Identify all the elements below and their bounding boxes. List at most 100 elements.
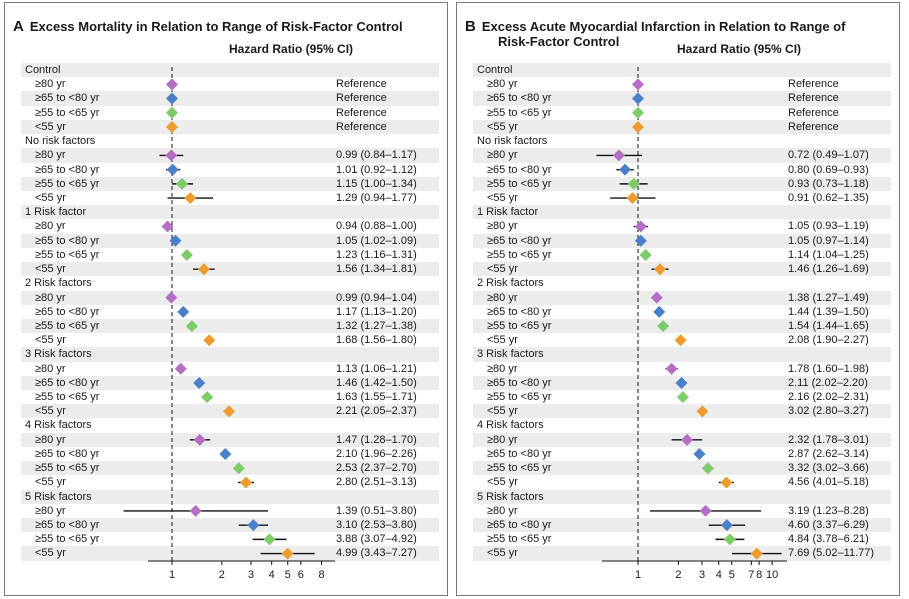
age-group-label: ≥80 yr	[35, 220, 66, 233]
hazard-ratio-point	[676, 391, 689, 404]
age-group-label: ≥65 to <80 yr	[35, 92, 100, 105]
age-group-label: ≥80 yr	[487, 291, 518, 304]
hazard-ratio-point	[263, 533, 276, 546]
panel-b: B Excess Acute Myocardial Infarction in R…	[456, 2, 900, 596]
table-row: ≥80 yr 0.99 (0.84–1.17)	[21, 148, 439, 163]
table-row: ≥65 to <80 yr 1.17 (1.13–1.20)	[21, 305, 439, 319]
hazard-ratio-point	[720, 476, 733, 489]
hazard-ratio-value: 4.56 (4.01–5.18)	[788, 476, 869, 489]
hazard-ratio-value: 0.80 (0.69–0.93)	[788, 163, 869, 176]
age-group-label: ≥80 yr	[487, 220, 518, 233]
hazard-ratio-value: 1.29 (0.94–1.77)	[336, 191, 417, 204]
group-header-label: 3 Risk factors	[25, 348, 92, 361]
hazard-ratio-value: 1.78 (1.60–1.98)	[788, 362, 869, 375]
hazard-ratio-point	[632, 78, 644, 91]
x-tick-label: 3	[699, 569, 705, 581]
table-row: ≥80 yr 1.39 (0.51–3.80)	[21, 504, 439, 518]
hazard-ratio-point	[612, 149, 625, 162]
age-group-label: <55 yr	[487, 334, 518, 347]
hazard-ratio-value: 3.88 (3.07–4.92)	[336, 533, 417, 546]
age-group-label: <55 yr	[35, 334, 66, 347]
age-group-label: ≥55 to <65 yr	[487, 391, 552, 404]
hazard-ratio-point	[184, 192, 197, 205]
group-header-label: 1 Risk factor	[25, 206, 87, 219]
hazard-ratio-point	[650, 291, 663, 304]
hazard-ratio-point	[681, 433, 694, 446]
hazard-ratio-value: 1.05 (1.02–1.09)	[336, 234, 417, 247]
hazard-ratio-point	[185, 320, 198, 333]
hazard-ratio-value: 2.53 (2.37–2.70)	[336, 462, 417, 475]
age-group-label: ≥55 to <65 yr	[487, 248, 552, 261]
hazard-ratio-point	[193, 433, 206, 446]
group-header: 1 Risk factor	[473, 205, 891, 220]
hazard-ratio-point	[166, 120, 178, 133]
panel-b-hr-header: Hazard Ratio (95% CI)	[677, 42, 802, 56]
table-row: ≥65 to <80 yr 2.87 (2.62–3.14)	[473, 447, 891, 461]
hazard-ratio-value: 0.99 (0.94–1.04)	[336, 291, 417, 304]
hazard-ratio-point	[674, 334, 687, 347]
panel-a-hr-header: Hazard Ratio (95% CI)	[229, 42, 354, 56]
age-group-label: ≥65 to <80 yr	[487, 519, 552, 531]
table-row: ≥55 to <65 yr 1.63 (1.55–1.71)	[21, 390, 439, 404]
hazard-ratio-point	[657, 320, 670, 333]
age-group-label: ≥65 to <80 yr	[487, 234, 552, 247]
age-group-label: <55 yr	[487, 476, 518, 489]
table-row: ≥55 to <65 yr 3.32 (3.02–3.66)	[473, 461, 891, 476]
hazard-ratio-point	[720, 519, 733, 532]
hazard-ratio-point	[247, 519, 260, 532]
group-header: 2 Risk factors	[21, 276, 439, 290]
table-row: ≥65 to <80 yr 1.05 (0.97–1.14)	[473, 233, 891, 248]
age-group-label: ≥65 to <80 yr	[487, 92, 552, 105]
hazard-ratio-value: 1.38 (1.27–1.49)	[788, 291, 869, 304]
hazard-ratio-value: 2.87 (2.62–3.14)	[788, 447, 869, 460]
hazard-ratio-point	[189, 504, 202, 517]
table-row: ≥65 to <80 yr 1.46 (1.42–1.50)	[21, 375, 439, 391]
hazard-ratio-value: 1.23 (1.16–1.31)	[336, 248, 417, 261]
hazard-ratio-point	[180, 248, 193, 261]
group-header-label: Control	[25, 64, 61, 76]
table-row: ≥55 to <65 yr 0.93 (0.73–1.18)	[473, 176, 891, 191]
hazard-ratio-value: 0.99 (0.84–1.17)	[336, 149, 417, 162]
hazard-ratio-value: 1.63 (1.55–1.71)	[336, 391, 417, 404]
table-row: <55 yr 1.68 (1.56–1.80)	[21, 333, 439, 347]
hazard-ratio-point	[665, 362, 678, 375]
age-group-label: <55 yr	[35, 476, 66, 489]
x-tick-label: 7	[748, 569, 754, 581]
table-row: ≥65 to <80 yr 1.01 (0.92–1.12)	[21, 163, 439, 177]
hazard-ratio-point	[203, 334, 216, 347]
hazard-ratio-value: 1.01 (0.92–1.12)	[336, 163, 417, 176]
table-row: <55 yr 4.99 (3.43–7.27)	[21, 546, 439, 561]
table-row: ≥55 to <65 yr 1.15 (1.00–1.34)	[21, 176, 439, 191]
group-header-label: No risk factors	[477, 135, 548, 148]
hazard-ratio-point	[193, 376, 206, 389]
hazard-ratio-point	[166, 163, 179, 176]
hazard-ratio-value: 1.68 (1.56–1.80)	[336, 334, 417, 347]
x-tick-label: 1	[635, 569, 641, 581]
panel-b-forest-plot: 1 2 3 4 5 7 8 10	[596, 67, 787, 581]
hazard-ratio-value: 1.39 (0.51–3.80)	[336, 504, 417, 517]
age-group-label: ≥80 yr	[487, 78, 518, 91]
table-row: ≥55 to <65 yr Reference	[473, 106, 891, 120]
age-group-label: ≥65 to <80 yr	[487, 447, 552, 460]
hazard-ratio-point	[675, 376, 688, 389]
age-group-label: <55 yr	[487, 263, 518, 276]
hazard-ratio-value: 0.94 (0.88–1.00)	[336, 220, 417, 233]
group-header-label: 3 Risk factors	[477, 348, 544, 361]
hazard-ratio-value: 3.02 (2.80–3.27)	[788, 405, 869, 418]
age-group-label: <55 yr	[35, 405, 66, 418]
hazard-ratio-point	[165, 291, 178, 304]
hazard-ratio-value: Reference	[788, 92, 839, 105]
table-row: ≥55 to <65 yr 4.84 (3.78–6.21)	[473, 532, 891, 546]
hazard-ratio-value: 4.84 (3.78–6.21)	[788, 533, 869, 546]
hazard-ratio-point	[166, 92, 178, 105]
table-row: ≥55 to <65 yr 3.88 (3.07–4.92)	[21, 532, 439, 546]
x-tick-label: 5	[285, 569, 291, 581]
table-row: ≥80 yr Reference	[473, 77, 891, 91]
age-group-label: ≥80 yr	[35, 78, 66, 91]
table-row: ≥80 yr 1.05 (0.93–1.19)	[473, 219, 891, 233]
table-row: <55 yr 1.29 (0.94–1.77)	[21, 191, 439, 205]
age-group-label: <55 yr	[35, 191, 66, 204]
table-row: ≥80 yr 0.94 (0.88–1.00)	[21, 219, 439, 233]
hazard-ratio-value: 1.17 (1.13–1.20)	[336, 305, 417, 318]
